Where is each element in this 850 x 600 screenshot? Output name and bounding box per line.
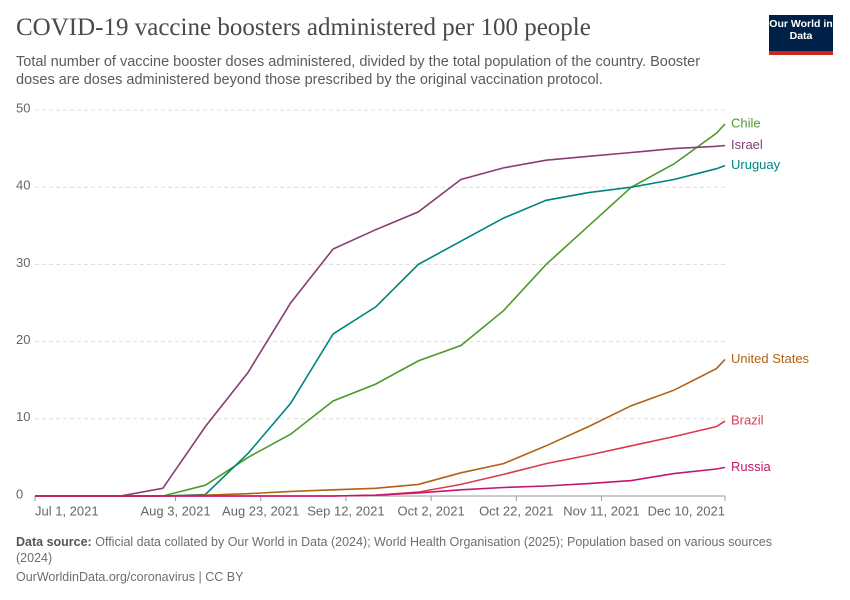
series-line	[35, 420, 726, 497]
x-tick-label: Jul 1, 2021	[35, 503, 99, 518]
footer[interactable]: OurWorldinData.org/coronavirus | CC BY	[16, 570, 244, 584]
x-tick-label: Aug 3, 2021	[140, 503, 210, 518]
series-line	[35, 164, 726, 497]
x-tick-label: Aug 23, 2021	[222, 503, 299, 518]
x-tick-label: Dec 10, 2021	[648, 503, 725, 518]
series-label: Brazil	[731, 413, 764, 428]
y-tick-label: 10	[16, 409, 30, 424]
x-tick-label: Sep 12, 2021	[307, 503, 384, 518]
x-tick-label: Oct 22, 2021	[479, 503, 553, 518]
y-tick-label: 0	[16, 486, 23, 501]
series-line	[35, 358, 726, 497]
x-tick-label: Nov 11, 2021	[563, 503, 639, 518]
series-label: Israel	[731, 137, 763, 152]
series-line	[35, 144, 726, 497]
series-label: Russia	[731, 459, 772, 474]
series-line	[35, 466, 726, 497]
series-line	[35, 123, 726, 497]
source-note: Data source: Official data collated by O…	[16, 534, 796, 566]
logo[interactable]: Our World in Data	[769, 15, 833, 55]
source-label: Data source:	[16, 535, 92, 549]
series-label: Uruguay	[731, 157, 781, 172]
chart: 0 10 20 30 40 50 Jul 1, 2021 Aug 3, 2021 Aug 23,…	[16, 100, 810, 518]
y-tick-label: 50	[16, 100, 30, 115]
y-tick-label: 20	[16, 332, 30, 347]
series-label: Chile	[731, 115, 761, 130]
y-tick-label: 30	[16, 255, 30, 270]
chart-subtitle: Total number of vaccine booster doses ad…	[16, 54, 701, 88]
chart-title: COVID-19 vaccine boosters administered p…	[16, 14, 591, 41]
source-text: Official data collated by Our World in D…	[16, 535, 772, 565]
series-label: United States	[731, 351, 810, 366]
x-tick-label: Oct 2, 2021	[398, 503, 465, 518]
y-tick-label: 40	[16, 178, 30, 193]
